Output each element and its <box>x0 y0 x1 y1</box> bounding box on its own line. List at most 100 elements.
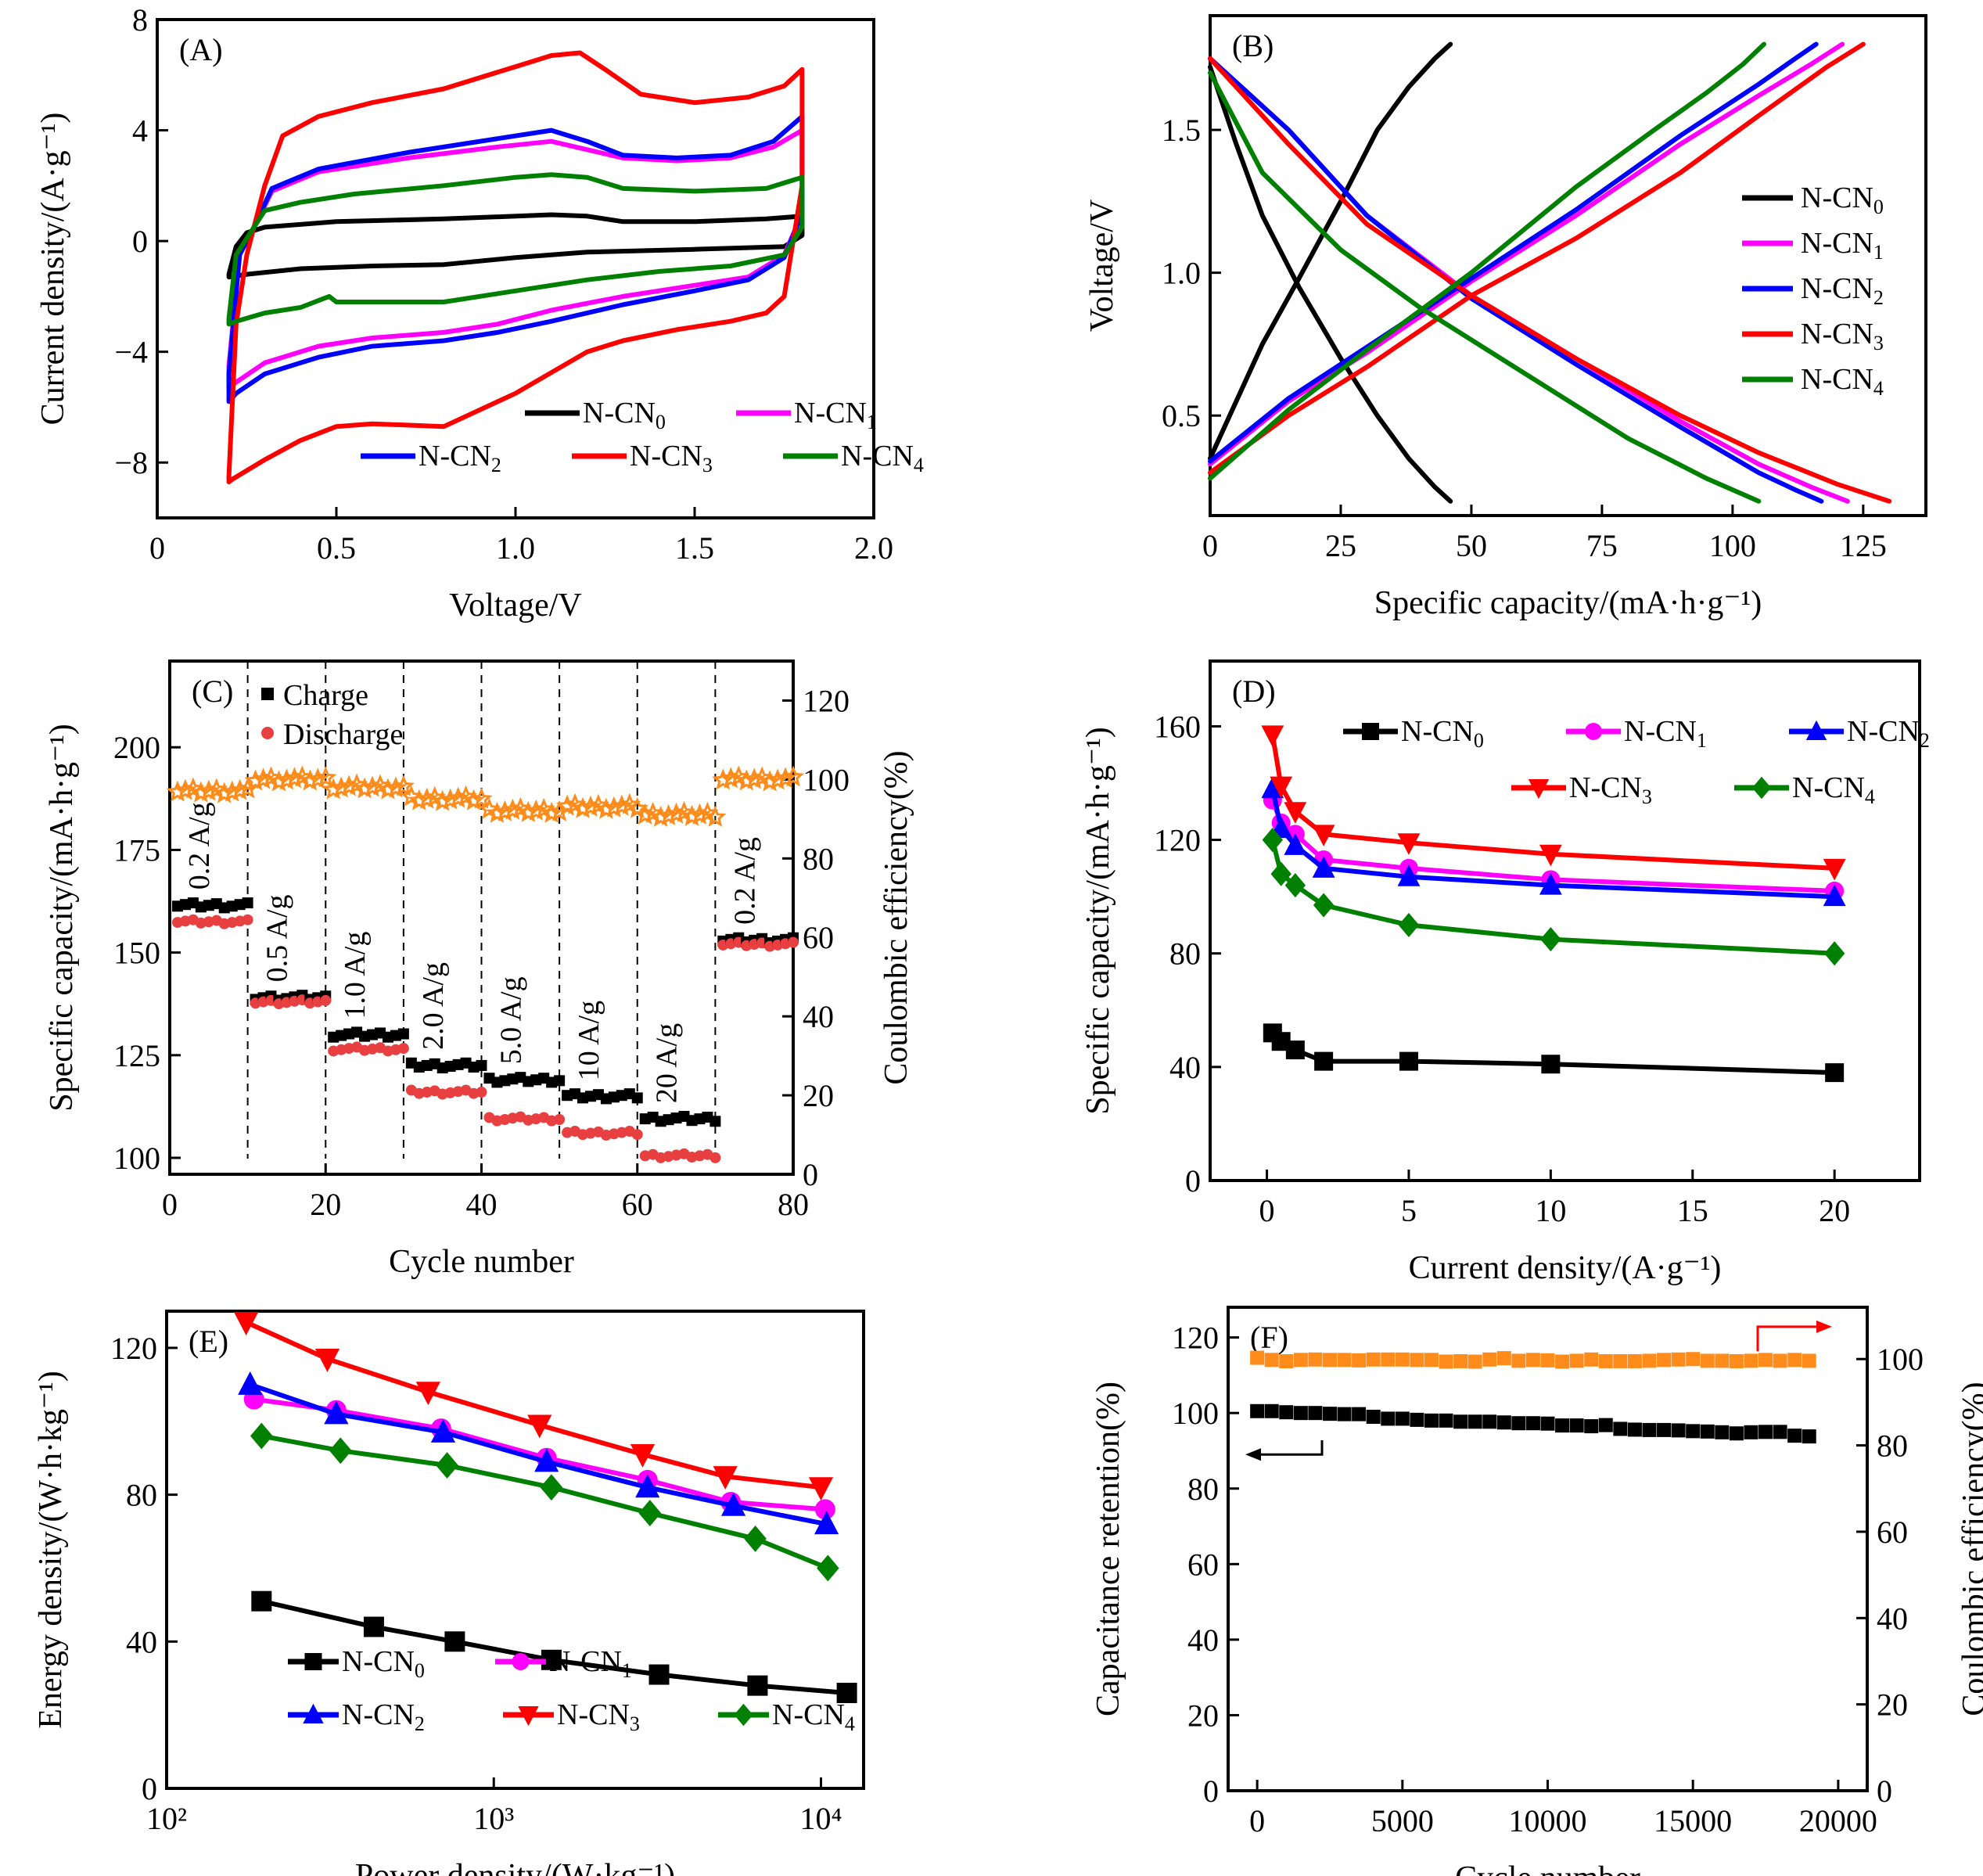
legend-label: N-CN4 <box>1792 771 1875 808</box>
retention-point <box>1279 1405 1294 1420</box>
efficiency-point <box>1715 1353 1730 1368</box>
retention-point <box>1657 1422 1672 1437</box>
efficiency-point <box>392 774 415 796</box>
x-tick-label: 50 <box>1456 528 1487 563</box>
charge-point <box>709 1116 721 1127</box>
data-point <box>1313 893 1335 918</box>
efficiency-point <box>1657 1353 1672 1367</box>
efficiency-point <box>1671 1352 1686 1367</box>
data-point <box>444 1631 465 1652</box>
efficiency-point <box>1511 1353 1526 1368</box>
y-tick-label: −4 <box>114 335 148 370</box>
data-point <box>836 1683 857 1703</box>
y-tick-label: 120 <box>110 1331 157 1366</box>
x-tick-label: 0 <box>1202 528 1218 563</box>
efficiency-point <box>1555 1354 1570 1369</box>
efficiency-point <box>735 769 758 791</box>
data-point <box>814 1511 839 1535</box>
data-point <box>648 1664 670 1685</box>
y-right-tick-label: 40 <box>1877 1601 1908 1636</box>
y-tick-label: 150 <box>113 936 160 971</box>
legend-label: N-CN1 <box>1624 715 1707 752</box>
discharge-point <box>709 1152 721 1163</box>
efficiency-point <box>329 776 353 798</box>
efficiency-point <box>743 767 766 789</box>
y-axis-label: Specific capacity/(mA·h·g⁻¹) <box>44 724 80 1111</box>
y-axis-label: Energy density/(W·h·kg⁻¹) <box>33 1371 69 1728</box>
y-tick-label: 0 <box>142 1771 157 1806</box>
data-point <box>713 1466 738 1490</box>
panel-c: 0 20 40 60 80 100 125 150 175 200 0 20 40 60 80 100 120 C… <box>44 659 914 1280</box>
gcd-discharge-curve-n-cn0 <box>1208 64 1453 504</box>
retention-point <box>1642 1422 1657 1437</box>
efficiency-point <box>486 801 508 823</box>
efficiency-point <box>275 768 298 790</box>
panel-label: (D) <box>1232 674 1276 709</box>
efficiency-point <box>766 768 789 790</box>
legend-marker <box>512 1653 530 1670</box>
y-tick-label: 1.0 <box>1162 256 1201 291</box>
efficiency-point <box>1729 1353 1744 1368</box>
gcd-charge-curve-n-cn2 <box>1208 41 1819 464</box>
y-tick-label: 4 <box>132 113 148 149</box>
right-axis-arrow <box>1756 1325 1824 1352</box>
efficiency-point <box>244 769 267 791</box>
data-point <box>1314 1051 1334 1071</box>
legend-label: N-CN2 <box>1847 715 1930 752</box>
y-tick-label: 120 <box>1172 1321 1219 1356</box>
retention-point <box>1787 1429 1802 1443</box>
efficiency-point <box>337 774 361 796</box>
y-tick-label: 40 <box>1169 1050 1201 1085</box>
efficiency-point <box>213 782 235 803</box>
efficiency-point <box>494 800 516 821</box>
y-axis-label: Current density/(A·g⁻¹) <box>35 113 71 426</box>
data-point <box>238 1371 263 1395</box>
rate-label: 0.2 A/g <box>183 802 216 889</box>
panel-a: 0 0.5 1.0 1.5 2.0 −8 −4 0 4 8 Voltage/V Current den… <box>35 2 924 624</box>
retention-point <box>1773 1425 1787 1439</box>
charge-point <box>554 1075 566 1087</box>
x-tick-label: 75 <box>1586 528 1618 563</box>
efficiency-point <box>579 795 602 817</box>
data-point <box>1397 833 1421 855</box>
legend-label-discharge: Discharge <box>283 718 403 751</box>
data-point <box>527 1414 552 1439</box>
right-arrow-head-icon <box>1816 1320 1832 1333</box>
y-axis-label: Capacitance retention(%) <box>1090 1382 1126 1716</box>
plot-frame <box>1209 659 1921 1182</box>
efficiency-point <box>704 805 727 827</box>
data-point <box>720 1492 746 1516</box>
retention-point <box>1453 1414 1468 1429</box>
efficiency-point <box>1308 1352 1323 1367</box>
efficiency-point <box>314 766 337 788</box>
y-right-tick-label: 60 <box>1877 1515 1908 1550</box>
discharge-point <box>397 1043 409 1055</box>
efficiency-point <box>252 767 275 789</box>
y-tick-label: 0.5 <box>1162 398 1201 433</box>
data-point <box>250 1422 273 1450</box>
data-point <box>1312 825 1335 846</box>
data-point <box>1539 844 1562 867</box>
y-right-tick-label: 120 <box>803 683 850 718</box>
y-right-tick-label: 60 <box>803 920 834 955</box>
data-point <box>1825 1063 1845 1083</box>
legend-label: N-CN2 <box>342 1698 425 1735</box>
y-tick-label: 1.5 <box>1162 113 1201 148</box>
retention-point <box>1540 1416 1555 1431</box>
retention-point <box>1250 1403 1265 1418</box>
efficiency-point <box>1453 1353 1468 1368</box>
legend: N-CN0 N-CN1 N-CN2 N-CN3 N-CN4 <box>361 397 924 476</box>
retention-point <box>1410 1412 1424 1427</box>
discharge-point <box>242 914 253 925</box>
legend-label: N-CN2 <box>419 440 501 476</box>
efficiency-point <box>1366 1352 1381 1367</box>
discharge-point <box>554 1113 566 1125</box>
legend-marker <box>1751 776 1772 800</box>
x-tick-label: 20000 <box>1799 1803 1877 1838</box>
legend-label: N-CN4 <box>841 440 924 476</box>
efficiency-point <box>1337 1353 1352 1367</box>
retention-point <box>1598 1418 1613 1432</box>
legend-label: N-CN0 <box>1401 715 1484 752</box>
y-tick-label: 100 <box>113 1141 160 1176</box>
